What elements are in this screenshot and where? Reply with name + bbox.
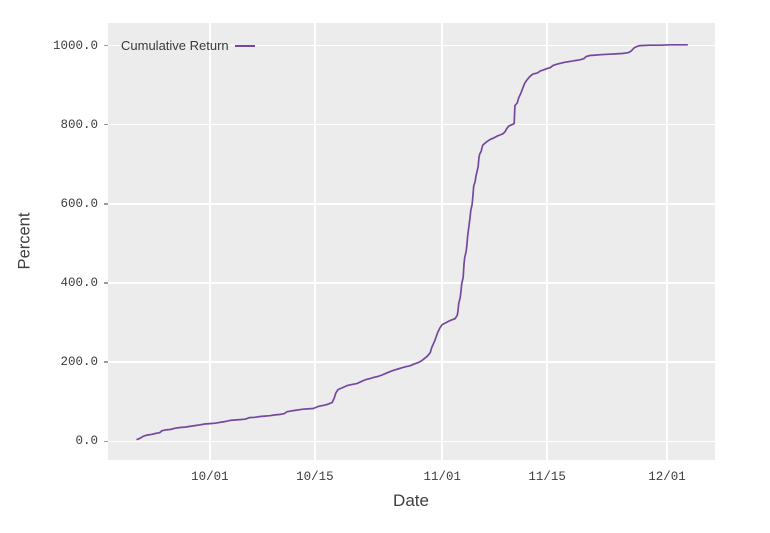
gridline-vertical xyxy=(441,23,443,460)
y-tick-mark xyxy=(104,203,108,205)
x-tick-label: 11/15 xyxy=(528,470,566,484)
x-tick-label: 10/15 xyxy=(296,470,334,484)
gridline-horizontal xyxy=(108,440,715,443)
gridline-horizontal xyxy=(108,203,715,205)
x-tick-label: 12/01 xyxy=(648,470,686,484)
gridline-vertical xyxy=(209,23,211,460)
y-tick-label: 400.0 xyxy=(60,276,98,291)
legend-label: Cumulative Return xyxy=(121,38,229,53)
y-tick-label: 1000.0 xyxy=(52,38,98,53)
gridline-horizontal xyxy=(108,361,715,363)
y-tick-label: 0.0 xyxy=(75,434,98,449)
y-tick-label: 200.0 xyxy=(60,355,98,370)
y-tick-label: 600.0 xyxy=(60,196,98,211)
legend: Cumulative Return xyxy=(121,39,255,53)
y-tick-mark xyxy=(104,440,108,443)
gridline-horizontal xyxy=(108,123,715,126)
legend-line-swatch xyxy=(234,45,255,47)
x-tick-label: 11/01 xyxy=(423,470,461,484)
gridline-vertical xyxy=(546,23,548,460)
gridline-horizontal xyxy=(108,282,715,284)
y-tick-mark xyxy=(104,123,108,126)
x-axis-title: Date xyxy=(393,491,429,510)
plot-area xyxy=(108,23,715,460)
gridline-vertical xyxy=(666,23,668,460)
y-tick-label: 800.0 xyxy=(60,117,98,132)
gridline-vertical xyxy=(314,23,316,460)
y-tick-mark xyxy=(104,44,108,47)
y-axis-title: Percent xyxy=(15,212,34,270)
y-tick-mark xyxy=(104,282,108,284)
y-tick-mark xyxy=(104,361,108,363)
x-tick-label: 10/01 xyxy=(191,470,229,484)
